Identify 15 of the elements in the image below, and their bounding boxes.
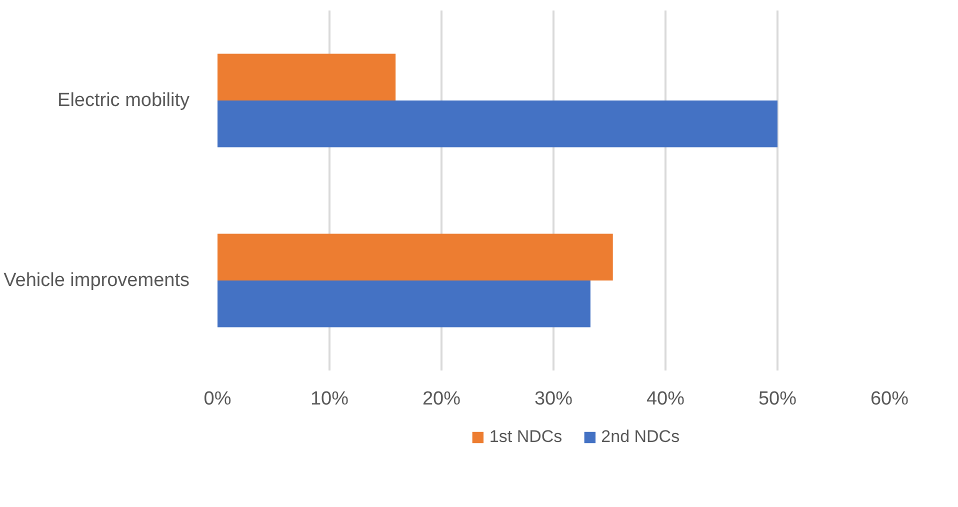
x-tick-label: 30% (534, 388, 573, 410)
x-tick-label: 50% (758, 388, 797, 410)
x-tick-label: 0% (204, 388, 232, 410)
legend-label: 2nd NDCs (601, 427, 680, 447)
legend-label: 1st NDCs (489, 427, 562, 447)
bar (218, 234, 613, 280)
bar (218, 280, 590, 328)
x-tick-label: 20% (422, 388, 461, 410)
bar (218, 100, 778, 148)
x-tick-label: 40% (646, 388, 685, 410)
x-tick-label: 60% (870, 388, 909, 410)
bar (218, 54, 396, 100)
y-tick-label: Vehicle improvements (4, 270, 190, 291)
x-tick-label: 10% (310, 388, 349, 410)
y-tick-label: Electric mobility (58, 90, 190, 111)
